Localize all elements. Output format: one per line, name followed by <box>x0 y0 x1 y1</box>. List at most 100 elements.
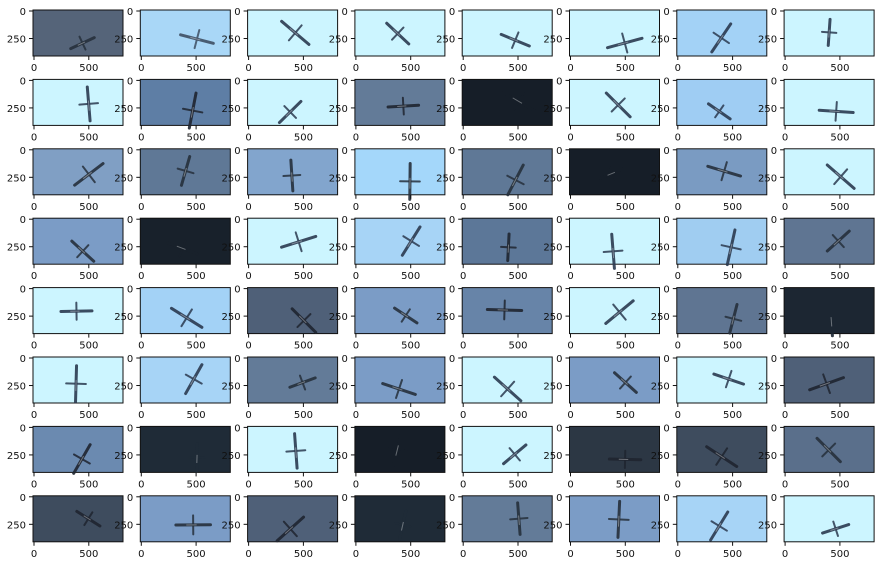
panel-8-6-ytick-label-0: 0 <box>556 493 562 504</box>
panel-8-4-wing <box>393 522 412 528</box>
panel-2-6-xtick-label-500: 500 <box>616 132 635 143</box>
panel-7-2-xtick-label-0: 0 <box>138 479 144 490</box>
panel-7-3-image <box>247 425 339 473</box>
panel-2-7-xtick-label-500: 500 <box>723 132 742 143</box>
panel-4-1-highlight <box>78 246 86 254</box>
panel-4-5: 0 500 0 250 <box>436 215 553 282</box>
panel-2-2-ytick-label-250: 250 <box>114 104 133 115</box>
panel-8-3-highlight <box>284 526 294 535</box>
panel-2-5-image <box>461 78 553 126</box>
panel-1-2-xtick-label-500: 500 <box>187 63 206 74</box>
panel-2-8-highlight <box>829 110 840 113</box>
panel-8-5-highlight <box>518 515 520 526</box>
panel-7-3-ytick-label-250: 250 <box>222 451 241 462</box>
panel-5-1: 0 500 0 250 <box>7 285 124 352</box>
panel-6-7: 0 500 0 250 <box>651 354 768 421</box>
panel-5-6-ytick-label-250: 250 <box>543 312 562 323</box>
panel-3-5-image <box>461 148 553 196</box>
panel-2-4-ytick-label-0: 0 <box>342 76 348 87</box>
panel-5-2-highlight <box>180 313 190 321</box>
panel-6-6-image <box>569 356 660 404</box>
panel-1-6-ytick-label-250: 250 <box>543 35 562 46</box>
panel-4-6-xtick-label-0: 0 <box>567 271 573 282</box>
panel-6-5-plane <box>492 375 523 403</box>
panel-5-8-xtick-label-500: 500 <box>830 341 849 352</box>
panel-8-4-ytick-label-250: 250 <box>329 520 348 531</box>
panel-8-6-wing <box>607 517 630 521</box>
panel-2-2-xtick-label-0: 0 <box>138 132 144 143</box>
panel-3-5-ytick-label-250: 250 <box>436 173 455 184</box>
panel-5-4-highlight <box>401 312 409 318</box>
panel-2-4: 0 500 0 250 <box>329 76 446 143</box>
panel-6-4-image <box>354 356 446 404</box>
panel-6-7-xtick-label-0: 0 <box>675 410 681 421</box>
panel-1-8-ytick-label-0: 0 <box>771 7 777 18</box>
panel-3-2-wing <box>176 167 195 175</box>
panel-1-5-xtick-label-500: 500 <box>508 63 527 74</box>
panel-7-7-xtick-label-500: 500 <box>723 479 742 490</box>
panel-2-4-xtick-label-0: 0 <box>353 132 359 143</box>
panel-6-8-plane <box>808 373 845 395</box>
panel-7-3-wing <box>285 449 307 453</box>
panel-4-2: 0 500 0 250 <box>114 215 231 282</box>
panel-6-1-image <box>32 356 124 404</box>
panel-6-3-ytick-label-0: 0 <box>234 354 240 365</box>
panel-5-3-plane <box>290 307 318 334</box>
panel-7-1-xtick-label-0: 0 <box>31 479 37 490</box>
panel-7-3-highlight <box>295 447 297 458</box>
panel-7-5-xtick-label-500: 500 <box>508 479 527 490</box>
panel-5-7: 0 500 0 250 <box>651 285 768 352</box>
panel-2-7-xtick-label-0: 0 <box>675 132 681 143</box>
panel-7-5-image <box>461 425 553 473</box>
panel-2-8-xtick-label-500: 500 <box>830 132 849 143</box>
panel-3-8-ytick-label-0: 0 <box>771 146 777 157</box>
panel-4-2-plane <box>166 239 199 258</box>
panel-4-5-xtick-label-0: 0 <box>460 271 466 282</box>
panel-8-8: 0 500 0 250 <box>758 493 875 560</box>
panel-1-4-highlight <box>392 29 401 37</box>
panel-4-5-plane <box>500 232 517 263</box>
panel-7-8-ytick-label-250: 250 <box>758 451 777 462</box>
panel-3-6-wing <box>608 165 617 182</box>
panel-5-8-xtick-label-0: 0 <box>782 341 788 352</box>
panel-1-4-ytick-label-0: 0 <box>342 7 348 18</box>
panel-6-8-ytick-label-250: 250 <box>758 382 777 393</box>
panel-2-5-plane <box>501 90 536 113</box>
panel-7-6-ytick-label-250: 250 <box>543 451 562 462</box>
panel-2-6-xtick-label-0: 0 <box>567 132 573 143</box>
panel-3-2-ytick-label-0: 0 <box>127 146 133 157</box>
panel-8-4-highlight <box>400 521 404 531</box>
panel-8-7-xtick-label-0: 0 <box>675 549 681 560</box>
panel-8-3-plane <box>275 515 306 543</box>
panel-1-6-wing <box>621 32 629 54</box>
panel-8-1-wing <box>83 511 94 527</box>
panel-6-4-wing <box>395 379 403 399</box>
panel-8-7-ytick-label-250: 250 <box>651 520 670 531</box>
panel-8-5-plane <box>509 501 529 536</box>
panel-6-8-xtick-label-500: 500 <box>830 410 849 421</box>
panel-1-7-highlight <box>717 34 724 44</box>
panel-8-5: 0 500 0 250 <box>436 493 553 560</box>
panel-4-8: 0 500 0 250 <box>758 215 875 282</box>
panel-5-2: 0 500 0 250 <box>114 285 231 352</box>
panel-8-8-xtick-label-0: 0 <box>782 549 788 560</box>
panel-6-6-highlight <box>620 378 628 385</box>
panel-4-1-xtick-label-500: 500 <box>79 271 98 282</box>
panel-5-3: 0 500 0 250 <box>222 285 339 352</box>
panel-2-7-ytick-label-250: 250 <box>651 104 670 115</box>
panel-2-1-xtick-label-500: 500 <box>79 132 98 143</box>
panel-1-6-xtick-label-500: 500 <box>616 63 635 74</box>
panel-4-3-ytick-label-250: 250 <box>222 243 241 254</box>
panel-5-4-plane <box>393 306 419 325</box>
panel-4-4-plane <box>400 225 422 257</box>
panel-2-7-highlight <box>714 107 722 114</box>
panel-7-1: 0 500 0 250 <box>7 423 124 490</box>
panel-4-8-xtick-label-0: 0 <box>782 271 788 282</box>
panel-7-2: 0 500 0 250 <box>114 423 231 490</box>
panel-7-5-ytick-label-250: 250 <box>436 451 455 462</box>
panel-4-6-plane <box>602 232 624 270</box>
panel-2-1-plane <box>78 85 99 123</box>
panel-2-4-highlight <box>397 105 407 107</box>
panel-3-1-highlight <box>82 171 92 180</box>
panel-8-7-highlight <box>715 522 722 532</box>
